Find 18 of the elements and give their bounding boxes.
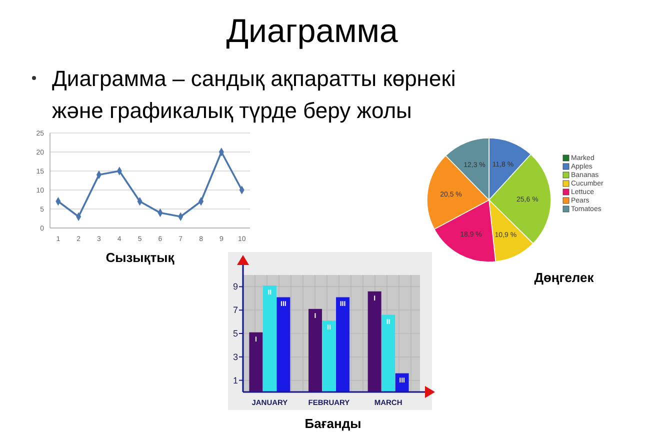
bar (276, 297, 290, 392)
text: Дөңгелек (534, 270, 594, 285)
bar (262, 286, 276, 392)
y-tick-label: 7 (232, 305, 238, 316)
text: Диаграмма (226, 12, 398, 49)
y-tick-label: 1 (232, 375, 238, 386)
y-tick-label: 5 (232, 328, 238, 338)
bar (336, 297, 350, 392)
bar (322, 320, 336, 392)
text: Диаграмма – сандық ақпаратты көрнекі және графикалық түрде беру жолы (52, 66, 456, 123)
bar (382, 314, 396, 392)
text: Бағанды (304, 416, 362, 431)
text: Сызықтық (106, 250, 175, 265)
y-tick-label: 9 (232, 282, 238, 292)
bar (249, 332, 263, 392)
bar (368, 291, 382, 392)
y-tick-label: 3 (232, 352, 238, 362)
bar (308, 308, 322, 392)
